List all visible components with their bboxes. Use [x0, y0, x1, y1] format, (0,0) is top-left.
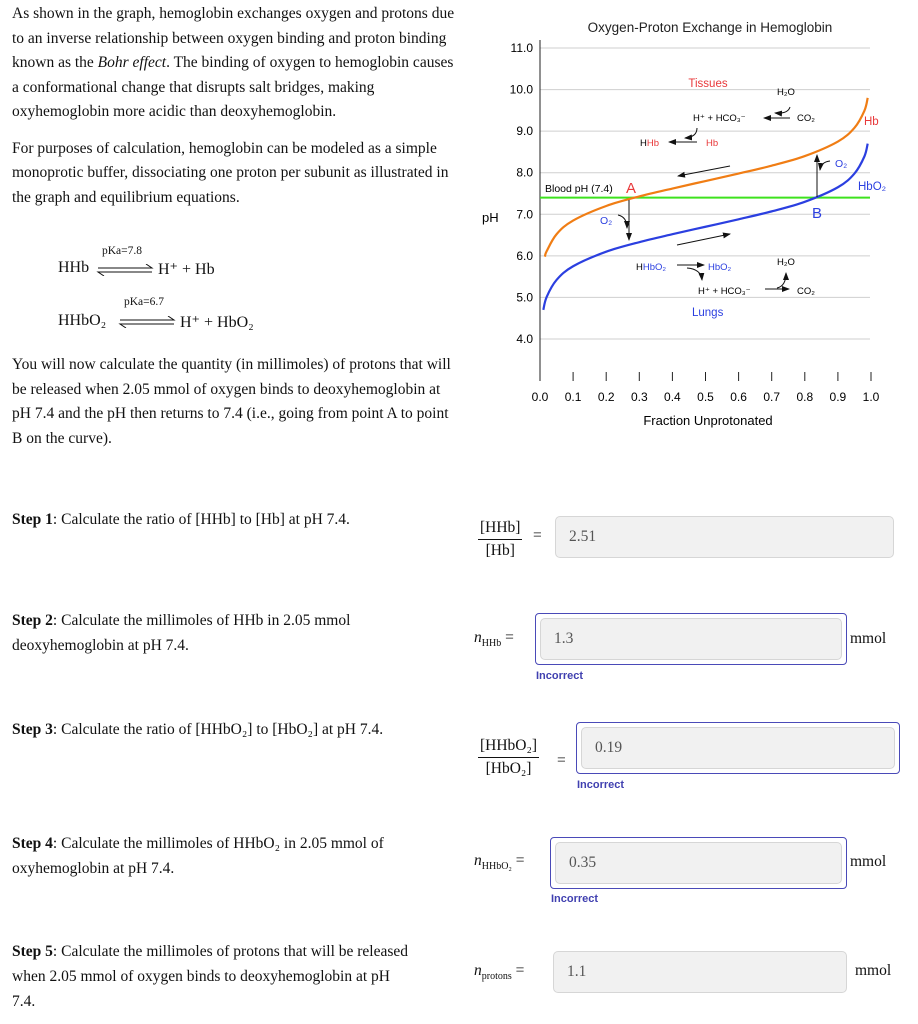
step-1-input[interactable]: 2.51: [555, 516, 894, 558]
step-2-input[interactable]: 1.3: [540, 618, 842, 660]
step-1-lhs: [HHb] [Hb]: [478, 519, 523, 559]
lungs-label: Lungs: [692, 307, 724, 319]
equals-sign: =: [533, 527, 542, 544]
o2-label-b: O₂: [835, 158, 847, 170]
step-3-text: Step 3: Calculate the ratio of [HHbO₂] t…: [12, 721, 384, 738]
curved-arrow-icon: [684, 127, 698, 141]
step-4-feedback: Incorrect: [551, 893, 599, 905]
step-4-input-frame: [550, 837, 847, 889]
step-2-feedback: Incorrect: [536, 670, 584, 682]
intro-paragraph-2: For purposes of calculation, hemoglobin …: [12, 139, 449, 206]
x-tick-label: 1.0: [863, 390, 880, 404]
step-2-text: Step 2: Calculate the millimoles of HHb …: [12, 612, 351, 654]
intro-paragraph-1: As shown in the graph, hemoglobin exchan…: [12, 2, 462, 125]
curved-arrow-icon: [686, 267, 705, 281]
h-hco3-bot: H⁺ + HCO₃⁻: [698, 286, 751, 297]
co2-bot: CO₂: [797, 286, 815, 297]
eq-right: H⁺ + Hb: [158, 261, 215, 278]
y-tick-label: 10.0: [510, 83, 534, 97]
intro-text: As shown in the graph, hemoglobin exchan…: [12, 2, 462, 222]
eq-right: H⁺ + HbO₂: [180, 314, 254, 331]
y-tick-label: 6.0: [516, 249, 533, 263]
equilibrium-arrow-icon: [96, 264, 154, 276]
o2-label-a: O₂: [600, 215, 612, 227]
step-3-input-frame: [576, 722, 900, 774]
x-tick-label: 0.5: [697, 390, 714, 404]
blood-ph-label: Blood pH (7.4): [545, 183, 613, 195]
x-tick-label: 0.9: [830, 390, 847, 404]
step-2-input-frame: [535, 613, 847, 665]
y-tick-label: 7.0: [516, 207, 533, 221]
step-1-text: Step 1: Calculate the ratio of [HHb] to …: [12, 511, 350, 528]
step-5-text: Step 5: Calculate the millimoles of prot…: [12, 943, 409, 1010]
arrow-icon: [677, 165, 731, 178]
x-tick-label: 0.1: [565, 390, 582, 404]
hhbo2-label: HHbO₂: [636, 262, 666, 273]
arrow-icon: [676, 232, 731, 246]
eq-left: HHb: [58, 259, 90, 276]
bohr-effect-term: Bohr effect: [97, 54, 167, 71]
intro-text-b: . The binding of oxygen to hemoglobin ca…: [12, 54, 454, 120]
step-4-input[interactable]: 0.35: [555, 842, 842, 884]
reaction-arrows: [617, 106, 831, 292]
y-tick-label: 4.0: [516, 332, 533, 346]
step-4-lhs: nHHbO₂ =: [474, 852, 525, 873]
series-hb-label: Hb: [864, 116, 879, 128]
oxygen-proton-chart: Oxygen-Proton Exchange in Hemoglobin 11.…: [482, 20, 886, 428]
pka-label: pKa=6.7: [124, 296, 165, 308]
pka-label: pKa=7.8: [102, 245, 143, 257]
hhb-label: HHb: [640, 138, 659, 149]
x-tick-label: 0.2: [598, 390, 615, 404]
x-tick-label: 0.6: [730, 390, 747, 404]
curved-arrow-icon: [774, 106, 791, 117]
point-a-label: A: [626, 180, 636, 197]
h-hco3-top: H⁺ + HCO₃⁻: [693, 113, 746, 124]
equation-hhbo2: HHbO₂: [58, 312, 107, 329]
tissues-label: Tissues: [688, 78, 727, 90]
step-3-feedback: Incorrect: [577, 779, 625, 791]
step-5-lhs: nprotons =: [474, 962, 525, 983]
step-4-text: Step 4: Calculate the millimoles of HHbO…: [12, 835, 384, 877]
y-axis-label: pH: [482, 210, 499, 225]
step-2-lhs: nHHb =: [474, 629, 514, 650]
step-5-input[interactable]: 1.1: [553, 951, 847, 993]
series-hbo2-line: [542, 143, 869, 311]
y-tick-label: 5.0: [516, 290, 533, 304]
y-tick-label: 11.0: [511, 41, 534, 55]
x-tick-label: 0.3: [631, 390, 648, 404]
equals-sign: =: [557, 752, 566, 769]
curved-arrow-icon: [817, 160, 831, 171]
series-hb-line: [543, 97, 869, 258]
curved-arrow-icon: [776, 272, 789, 289]
hb-top: Hb: [706, 138, 718, 149]
h2o-top: H₂O: [777, 87, 795, 98]
intro-text-a: As shown in the graph, hemoglobin exchan…: [12, 5, 455, 71]
point-b-label: B: [812, 205, 822, 222]
y-tick-label: 9.0: [516, 124, 533, 138]
x-tick-label: 0.0: [532, 390, 549, 404]
y-tick-label: 8.0: [516, 166, 533, 180]
x-axis-label: Fraction Unprotonated: [643, 413, 772, 428]
step-5-unit: mmol: [855, 962, 892, 979]
step-3-input[interactable]: 0.19: [581, 727, 895, 769]
hbo2-mid: HbO₂: [708, 262, 732, 273]
series-hbo2-label: HbO₂: [858, 181, 886, 193]
x-tick-label: 0.4: [664, 390, 681, 404]
curved-arrow-icon: [617, 214, 630, 229]
step-4-unit: mmol: [850, 853, 887, 870]
step-2-unit: mmol: [850, 630, 887, 647]
co2-top: CO₂: [797, 113, 815, 124]
h2o-bot: H₂O: [777, 257, 795, 268]
intro-paragraph-3: You will now calculate the quantity (in …: [12, 356, 451, 447]
x-tick-label: 0.7: [763, 390, 780, 404]
equation-hhb: HHb: [58, 259, 89, 277]
equilibrium-arrow-icon: [118, 316, 176, 328]
x-tick-label: 0.8: [796, 390, 813, 404]
chart-title: Oxygen-Proton Exchange in Hemoglobin: [588, 20, 833, 35]
step-3-lhs: [HHbO₂] [HbO₂]: [478, 737, 540, 777]
